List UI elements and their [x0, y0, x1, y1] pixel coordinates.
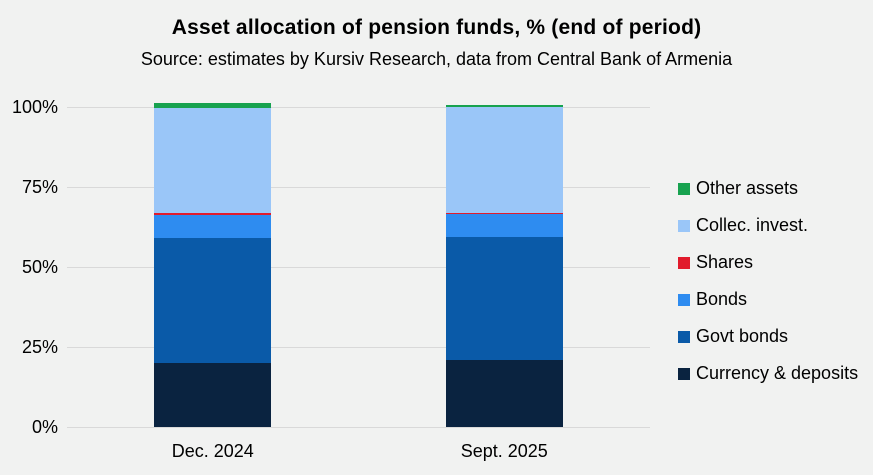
- bar-segment-govt-bonds: [154, 238, 272, 363]
- x-axis-tick-label: Sept. 2025: [460, 441, 548, 461]
- bar-segment-currency-deposits: [154, 363, 272, 427]
- gridline: [67, 107, 650, 108]
- legend-item-bonds: Bonds: [678, 281, 858, 318]
- stacked-bar-dec-2024: [154, 103, 272, 427]
- y-axis-tick-label: 50%: [21, 257, 58, 277]
- y-axis-tick-label: 100%: [11, 97, 58, 117]
- y-axis-tick-label: 75%: [21, 177, 58, 197]
- stacked-bar-sept-2025: [445, 105, 563, 427]
- legend-swatch-icon: [678, 219, 690, 232]
- legend-item-collec-invest-: Collec. invest.: [678, 207, 858, 244]
- bar-segment-other-assets: [445, 105, 563, 107]
- bar-segment-other-assets: [154, 103, 272, 108]
- gridline: [67, 427, 650, 428]
- bar-segment-shares: [154, 213, 272, 216]
- legend-label: Shares: [696, 252, 754, 272]
- bar-segment-shares: [445, 212, 563, 215]
- bar-segment-collec-invest-: [445, 107, 563, 213]
- y-axis-tick-label: 0%: [31, 417, 58, 437]
- plot-area: [67, 103, 650, 428]
- bar-segment-govt-bonds: [445, 236, 563, 360]
- x-axis-tick-label: Dec. 2024: [171, 441, 254, 461]
- bar-segment-bonds: [445, 214, 563, 237]
- legend-item-govt-bonds: Govt bonds: [678, 318, 858, 355]
- legend-swatch-icon: [678, 256, 690, 269]
- legend-item-other-assets: Other assets: [678, 170, 858, 207]
- legend-label: Currency & deposits: [696, 363, 859, 383]
- bar-segment-currency-deposits: [445, 359, 563, 427]
- legend: Other assets Collec. invest. Shares Bonds Go…: [678, 170, 858, 392]
- legend-swatch-icon: [678, 330, 690, 343]
- gridline: [67, 347, 650, 348]
- gridline: [67, 267, 650, 268]
- gridline: [67, 187, 650, 188]
- chart-title: Asset allocation of pension funds, % (en…: [171, 16, 702, 39]
- legend-label: Collec. invest.: [696, 215, 809, 235]
- legend-swatch-icon: [678, 367, 690, 380]
- legend-item-shares: Shares: [678, 244, 858, 281]
- legend-item-currency-deposits: Currency & deposits: [678, 355, 858, 392]
- legend-swatch-icon: [678, 182, 690, 195]
- bar-segment-bonds: [154, 215, 272, 239]
- chart-subtitle: Source: estimates by Kursiv Research, da…: [140, 49, 733, 69]
- legend-label: Govt bonds: [696, 326, 789, 346]
- legend-label: Other assets: [696, 178, 799, 198]
- legend-label: Bonds: [696, 289, 748, 309]
- legend-swatch-icon: [678, 293, 690, 306]
- y-axis-tick-label: 25%: [21, 337, 58, 357]
- bar-segment-collec-invest-: [154, 107, 272, 214]
